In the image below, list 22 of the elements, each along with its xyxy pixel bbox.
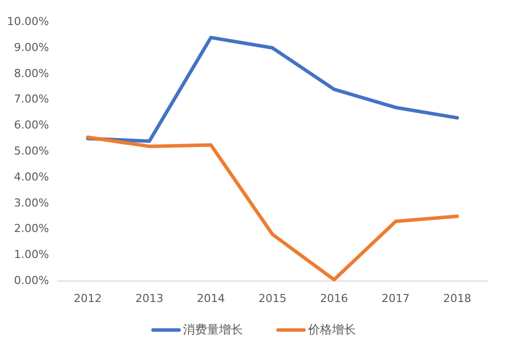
- y-tick-label: 1.00%: [14, 248, 49, 262]
- y-tick-label: 3.00%: [14, 196, 49, 210]
- line-series: [86, 36, 459, 143]
- x-tick-label: 2018: [443, 292, 472, 306]
- x-tick-label: 2012: [74, 292, 102, 306]
- y-tick-label: 4.00%: [14, 170, 49, 184]
- legend-label: 价格增长: [307, 322, 356, 336]
- y-tick-label: 0.00%: [14, 274, 49, 288]
- line-series: [86, 136, 459, 282]
- y-tick-label: 8.00%: [14, 66, 49, 80]
- x-tick-label: 2014: [196, 292, 225, 306]
- legend-label: 消费量增长: [183, 322, 243, 336]
- y-tick-label: 9.00%: [14, 40, 49, 54]
- y-tick-label: 6.00%: [14, 118, 49, 132]
- y-tick-label: 5.00%: [14, 144, 49, 158]
- x-tick-label: 2016: [320, 292, 348, 306]
- x-tick-label: 2017: [382, 292, 410, 306]
- x-tick-label: 2015: [258, 292, 286, 306]
- y-tick-label: 7.00%: [14, 92, 49, 106]
- y-tick-label: 10.00%: [7, 15, 49, 28]
- y-tick-label: 2.00%: [14, 222, 49, 236]
- x-tick-label: 2013: [135, 292, 164, 306]
